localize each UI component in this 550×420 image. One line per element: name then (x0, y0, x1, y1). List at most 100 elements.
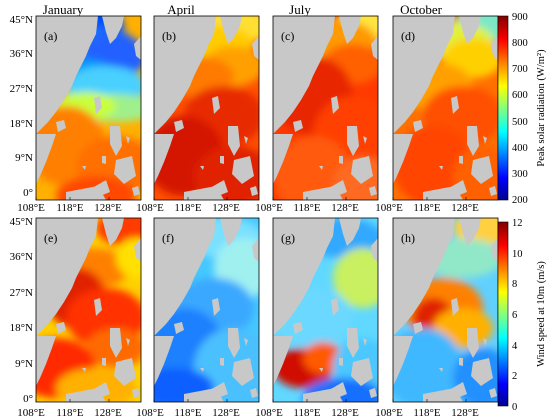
land (154, 16, 259, 200)
landmass (174, 120, 184, 132)
panel-letter: (g) (281, 231, 295, 245)
lat-tick: 18°N (10, 322, 33, 334)
landmass (132, 388, 140, 398)
colorbar-solar-ticks: 900 800 700 600 500 400 300 200 (512, 12, 528, 206)
lon-tick: 128°E (94, 407, 122, 419)
landmass (451, 96, 459, 114)
landmass (329, 180, 347, 196)
landmass (471, 358, 493, 386)
colorbar-tick: 0 (512, 402, 517, 413)
colorbar-wind-ticks: 12 10 8 6 4 2 0 (512, 218, 523, 413)
landmass (393, 336, 413, 386)
lat-tick: 27°N (10, 83, 33, 95)
map-panel: (b) (153, 15, 260, 201)
landmass (134, 36, 141, 60)
month-title-january: January (43, 2, 84, 17)
landmass (329, 382, 347, 398)
landmass (371, 238, 378, 262)
landmass (92, 180, 110, 196)
landmass (134, 238, 141, 262)
landmass (467, 126, 479, 156)
landmass (110, 126, 122, 156)
panel-frame (153, 15, 260, 201)
panel-frame (35, 217, 142, 403)
map-panel: (g) (272, 217, 379, 403)
map-panel: (h) (392, 217, 499, 403)
month-title-april: April (167, 2, 195, 17)
colorbar-tick: 4 (512, 341, 518, 352)
colorbar-tick: 12 (512, 218, 523, 229)
land (393, 16, 498, 200)
colorbar-wind-label: Wind speed at 10m (m/s) (536, 261, 547, 367)
landmass (347, 328, 359, 358)
field-blob (333, 248, 378, 308)
map-panel: (f) (153, 217, 260, 403)
field-blob (303, 342, 343, 374)
month-title-october: October (400, 2, 443, 17)
lon-tick: 118°E (174, 407, 201, 419)
panel-letter: (h) (401, 231, 415, 245)
land (393, 218, 498, 402)
landmass (114, 358, 136, 386)
landmass (293, 322, 303, 334)
landmass (102, 156, 106, 164)
landmass (467, 328, 479, 358)
colorbar-tick: 300 (512, 169, 528, 180)
landmass (220, 16, 242, 44)
landmass (154, 218, 216, 336)
landmass (232, 156, 254, 184)
landmass (483, 136, 487, 144)
landmass (174, 322, 184, 334)
land (36, 218, 141, 402)
lon-tick: 128°E (212, 407, 240, 419)
lon-axis-bottom: 108°E 118°E 128°E 108°E 118°E 128°E 108°… (17, 407, 479, 419)
lon-tick: 128°E (331, 202, 359, 214)
colorbar-tick: 6 (512, 310, 517, 321)
lon-tick: 108°E (255, 407, 283, 419)
landmass (331, 298, 339, 316)
landmass (132, 186, 140, 196)
landmass (232, 358, 254, 386)
lon-tick: 118°E (56, 407, 83, 419)
landmass (244, 338, 248, 346)
landmass (331, 96, 339, 114)
landmass (212, 96, 220, 114)
landmass (250, 186, 258, 196)
landmass (36, 336, 56, 386)
landmass (102, 218, 124, 246)
landmass (371, 36, 378, 60)
lat-tick: 0° (23, 393, 33, 405)
landmass (200, 166, 204, 170)
map-panel: (a) (35, 15, 142, 201)
colorbar-wind (497, 221, 509, 407)
lat-tick: 36°N (10, 251, 33, 263)
landmass (393, 134, 413, 184)
lon-axis-top: 108°E 118°E 128°E 108°E 118°E 128°E 108°… (17, 202, 479, 214)
panel-letter: (a) (44, 29, 57, 43)
lon-tick: 118°E (413, 407, 440, 419)
lon-tick: 108°E (375, 407, 403, 419)
landmass (319, 368, 323, 372)
landmass (126, 338, 130, 346)
landmass (491, 238, 498, 262)
landmass (273, 16, 335, 134)
lon-tick: 108°E (17, 407, 45, 419)
panel-frame (272, 15, 379, 201)
lon-tick: 118°E (293, 407, 320, 419)
landmass (36, 16, 98, 134)
landmass (471, 156, 493, 184)
landmass (339, 218, 361, 246)
lon-tick: 128°E (331, 407, 359, 419)
land (273, 218, 378, 402)
map-panel: (d) (392, 15, 499, 201)
landmass (449, 382, 467, 398)
landmass (491, 36, 498, 60)
lon-tick: 108°E (136, 407, 164, 419)
colorbar-tick: 8 (512, 279, 517, 290)
month-title-july: July (289, 2, 311, 17)
landmass (102, 358, 106, 366)
landmass (252, 238, 259, 262)
lon-tick: 108°E (17, 202, 45, 214)
lat-tick: 18°N (10, 118, 33, 130)
panel-frame (153, 217, 260, 403)
